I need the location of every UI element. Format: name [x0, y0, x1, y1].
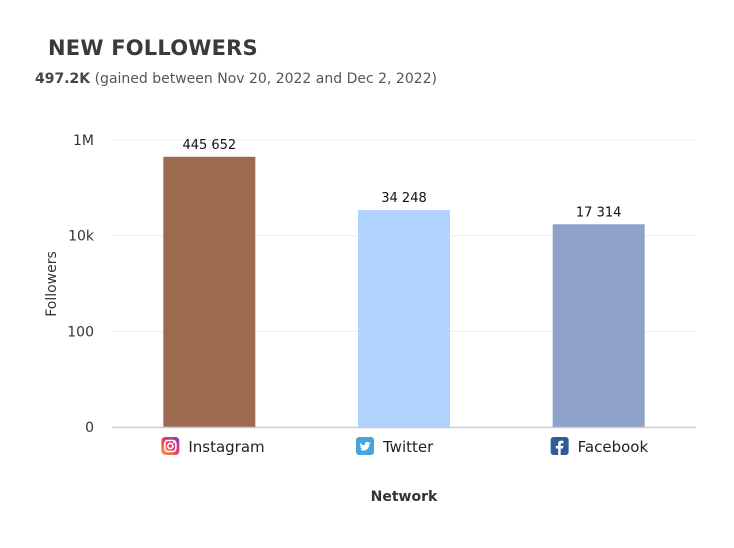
twitter-icon	[356, 437, 374, 455]
bar-instagram[interactable]	[163, 156, 256, 427]
instagram-icon-frame	[164, 439, 177, 453]
y-tick-label: 0	[85, 420, 94, 436]
period-text: (gained between Nov 20, 2022 and Dec 2, …	[94, 71, 438, 87]
twitter-icon-bird	[359, 441, 371, 451]
bar-value-label: 34 248	[381, 191, 427, 206]
bar-value-label: 445 652	[182, 138, 236, 153]
facebook-icon-f	[555, 440, 564, 455]
chart-title: NEW FOLLOWERS	[48, 36, 258, 60]
facebook-icon	[550, 437, 569, 455]
y-tick-label: 1M	[73, 133, 94, 149]
instagram-icon-dot	[172, 441, 175, 444]
instagram-icon	[161, 437, 180, 455]
y-tick-label: 10k	[68, 229, 95, 245]
x-category-label: Instagram	[188, 438, 264, 456]
total-followers: 497.2K	[35, 71, 91, 87]
bar-facebook[interactable]	[552, 224, 645, 427]
instagram-icon-lens	[166, 442, 174, 450]
x-category-label: Facebook	[578, 438, 649, 456]
y-axis-title: Followers	[44, 251, 60, 317]
y-tick-label: 100	[67, 324, 94, 340]
x-category-label: Twitter	[382, 438, 434, 456]
bar-value-label: 17 314	[576, 205, 622, 220]
x-axis-title: Network	[371, 489, 438, 505]
chart-subtitle: 497.2K (gained between Nov 20, 2022 and …	[35, 71, 437, 87]
bar-twitter[interactable]	[358, 210, 450, 427]
